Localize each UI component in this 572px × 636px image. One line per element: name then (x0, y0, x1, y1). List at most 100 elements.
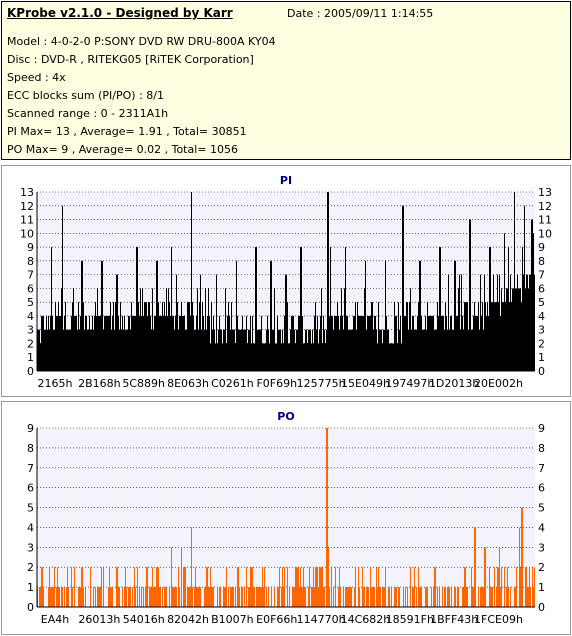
pi-bar (243, 329, 244, 371)
pi-bar (436, 329, 437, 371)
pi-bar (393, 343, 394, 371)
pi-bar (117, 274, 118, 371)
pi-bar (193, 315, 194, 371)
pi-bar (148, 302, 149, 371)
pi-bar (159, 315, 160, 371)
pi-y-tick-left: 0 (27, 365, 34, 378)
pi-bar (332, 315, 333, 371)
pi-y-tick-right: 0 (538, 365, 545, 378)
po-bar (235, 587, 236, 607)
pi-bar (100, 315, 101, 371)
pi-bar (367, 315, 368, 371)
po-bar (213, 587, 214, 607)
po-bar (494, 567, 495, 607)
pi-bar (455, 260, 456, 371)
po-bar (484, 547, 485, 607)
pi-bar (531, 219, 532, 371)
po-bar (72, 587, 73, 607)
pi-bar (389, 343, 390, 371)
pi-bar (56, 315, 57, 371)
pi-bar (347, 315, 348, 371)
po-bar (445, 587, 446, 607)
pi-x-tick: 20E002h (474, 377, 523, 390)
po-bar (189, 587, 190, 607)
pi-bar (454, 260, 455, 371)
pi-bar (294, 329, 295, 371)
po-bar (508, 587, 509, 607)
pi-y-tick-left: 1 (27, 351, 34, 364)
po-bar (414, 567, 415, 607)
po-bar (367, 587, 368, 607)
po-bar (141, 587, 142, 607)
po-bar (474, 527, 475, 607)
pi-bar (473, 315, 474, 371)
po-summary-line: PO Max= 9 , Average= 0.02 , Total= 1056 (7, 143, 238, 156)
po-bar (520, 567, 521, 607)
pi-bar (443, 315, 444, 371)
pi-bar (457, 315, 458, 371)
pi-bar (158, 302, 159, 371)
po-bar (343, 587, 344, 607)
pi-bar (54, 329, 55, 371)
pi-bar (354, 315, 355, 371)
po-bar (437, 587, 438, 607)
pi-bar (110, 302, 111, 371)
po-y-tick-left: 3 (27, 541, 34, 554)
pi-bar (448, 274, 449, 371)
po-bar (345, 587, 346, 607)
pi-bar (284, 315, 285, 371)
pi-bar (352, 329, 353, 371)
po-bar (311, 587, 312, 607)
pi-bar (181, 302, 182, 371)
pi-bar (97, 288, 98, 371)
pi-y-tick-right: 6 (538, 282, 545, 295)
pi-bar (360, 315, 361, 371)
po-bar (233, 587, 234, 607)
pi-bar (523, 274, 524, 371)
pi-bar (75, 315, 76, 371)
po-bar (49, 567, 50, 607)
pi-bar (320, 315, 321, 371)
po-bar (431, 587, 432, 607)
po-x-tick: 54016h (123, 613, 165, 626)
pi-y-tick-left: 9 (27, 241, 34, 254)
po-bar (155, 587, 156, 607)
po-bar (172, 587, 173, 607)
po-bar (295, 567, 296, 607)
po-y-tick-right: 0 (538, 601, 545, 614)
po-bar (137, 567, 138, 607)
po-bar (206, 567, 207, 607)
pi-bar (326, 329, 327, 371)
po-bar (427, 587, 428, 607)
po-bar (533, 587, 534, 607)
pi-bar (90, 329, 91, 371)
pi-bar (525, 288, 526, 371)
pi-bar (59, 315, 60, 371)
pi-bar (362, 315, 363, 371)
po-y-tick-right: 6 (538, 482, 545, 495)
pi-bar (236, 260, 237, 371)
po-bar (333, 587, 334, 607)
po-bar (58, 587, 59, 607)
po-bar (118, 587, 119, 607)
po-bar (329, 587, 330, 607)
pi-bar (186, 329, 187, 371)
pi-bar (321, 288, 322, 371)
pi-bar (70, 329, 71, 371)
pi-bar (244, 329, 245, 371)
pi-bar (458, 288, 459, 371)
pi-bar (162, 302, 163, 371)
pi-bar (196, 315, 197, 371)
pi-bar (152, 288, 153, 371)
pi-bar (312, 329, 313, 371)
pi-bar (403, 205, 404, 371)
pi-y-tick-right: 13 (538, 186, 552, 199)
pi-bar (118, 315, 119, 371)
po-bar (41, 567, 42, 607)
po-bar (178, 567, 179, 607)
pi-bar (228, 302, 229, 371)
pi-bar (79, 329, 80, 371)
po-bar (199, 587, 200, 607)
pi-bar (275, 343, 276, 371)
